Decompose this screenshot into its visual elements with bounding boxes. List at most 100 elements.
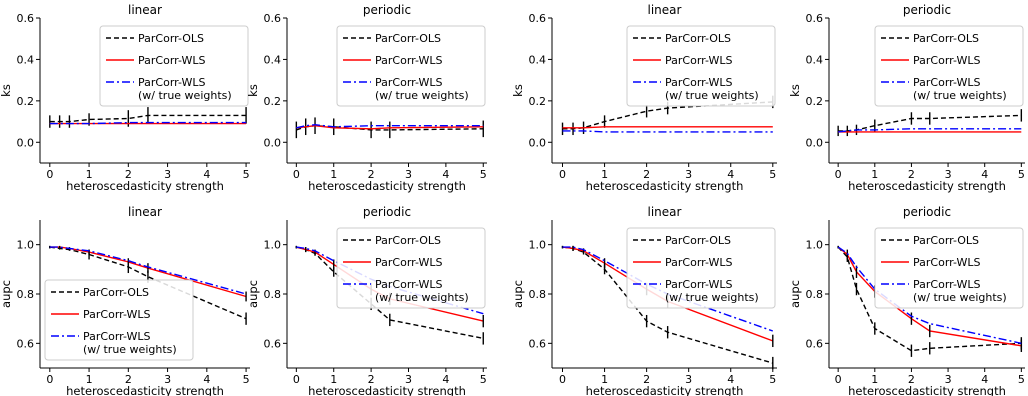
y-tick-label: 0.4	[806, 53, 824, 66]
x-tick-label: 4	[442, 373, 449, 386]
legend-entry-label: ParCorr-WLS	[913, 54, 980, 67]
y-tick-label: 1.0	[529, 239, 547, 252]
legend-entry-label-cont: (w/ true weights)	[665, 89, 759, 102]
x-tick-label: 4	[203, 373, 210, 386]
legend-entry-label: ParCorr-OLS	[138, 32, 204, 45]
chart-panel-7: 0 1 2 3 4 5 0.6 0.8 1.0 linear heteroscedasticity …	[511, 205, 777, 396]
x-tick-label: 4	[981, 168, 988, 181]
y-tick-label: 0.6	[806, 337, 824, 350]
legend-box	[99, 25, 249, 107]
x-tick-label: 2	[368, 168, 375, 181]
x-tick-label: 1	[871, 373, 878, 386]
legend-entry-label-cont: (w/ true weights)	[913, 89, 1007, 102]
legend-entry-label: ParCorr-OLS	[665, 32, 731, 45]
series-line-wls-true	[49, 121, 247, 125]
x-tick-label: 2	[368, 373, 375, 386]
chart-title: periodic	[903, 3, 951, 17]
legend-entry-label: ParCorr-OLS	[913, 32, 979, 45]
legend-entry-label-cont: (w/ true weights)	[375, 291, 469, 304]
legend-entry-label-cont: (w/ true weights)	[138, 89, 232, 102]
y-tick-label: 0.2	[17, 95, 35, 108]
legend-entry-label: ParCorr-OLS	[375, 234, 441, 247]
legend-box	[626, 227, 776, 309]
chart-panel-2: 0 1 2 3 4 5 0.0 0.2 0.4 0.6 periodic heteroscedasti…	[246, 3, 487, 193]
x-tick-label: 0	[835, 373, 842, 386]
x-axis-label: heteroscedasticity strength	[66, 384, 224, 396]
x-axis-label: heteroscedasticity strength	[308, 179, 466, 193]
chart-title: linear	[648, 3, 682, 17]
y-tick-label: 0.2	[264, 95, 282, 108]
y-axis-label: aupc	[511, 280, 525, 308]
legend-box	[336, 25, 486, 107]
legend-entry-label: ParCorr-WLS	[913, 76, 980, 89]
x-tick-label: 2	[643, 168, 650, 181]
x-tick-label: 5	[480, 168, 487, 181]
chart-title: linear	[128, 205, 162, 219]
x-tick-label: 2	[908, 168, 915, 181]
x-tick-label: 3	[945, 373, 952, 386]
series-line-wls-true	[837, 246, 1022, 344]
series-line-wls-true	[296, 123, 484, 129]
x-tick-label: 1	[330, 373, 337, 386]
series-line-wls-true	[562, 130, 773, 133]
y-axis-label: ks	[0, 84, 13, 97]
legend-entry-label: ParCorr-WLS	[913, 256, 980, 269]
legend-box	[336, 227, 486, 309]
x-tick-label: 3	[405, 373, 412, 386]
x-tick-label: 5	[243, 373, 250, 386]
y-tick-label: 0.8	[806, 288, 824, 301]
legend-entry-label: ParCorr-WLS	[83, 308, 150, 321]
legend-entry-label: ParCorr-WLS	[665, 54, 732, 67]
x-axis-label: heteroscedasticity strength	[586, 384, 744, 396]
legend-entry-label-cont: (w/ true weights)	[665, 291, 759, 304]
x-tick-label: 0	[46, 373, 53, 386]
y-tick-label: 0.0	[264, 136, 282, 149]
x-tick-label: 2	[908, 373, 915, 386]
y-axis-label: aupc	[0, 280, 13, 308]
chart-title: linear	[128, 3, 162, 17]
legend-entry-label: ParCorr-WLS	[375, 76, 442, 89]
x-axis-label: heteroscedasticity strength	[848, 384, 1006, 396]
y-axis-label: aupc	[788, 280, 802, 308]
x-tick-label: 4	[203, 168, 210, 181]
y-tick-label: 0.6	[529, 337, 547, 350]
x-tick-label: 3	[405, 168, 412, 181]
x-tick-label: 3	[685, 373, 692, 386]
y-tick-label: 0.6	[806, 12, 824, 25]
legend-box	[874, 25, 1024, 107]
legend-box	[626, 25, 776, 107]
x-tick-label: 0	[46, 168, 53, 181]
chart-panel-4: 0 1 2 3 4 5 0.0 0.2 0.4 0.6 periodic heteroscedasti…	[788, 3, 1025, 193]
x-tick-label: 5	[769, 168, 776, 181]
x-tick-label: 5	[769, 373, 776, 386]
series-line-wls-true	[49, 246, 247, 295]
y-tick-label: 1.0	[17, 239, 35, 252]
legend-entry-label: ParCorr-WLS	[665, 256, 732, 269]
y-tick-label: 0.8	[17, 288, 35, 301]
chart-title: periodic	[903, 205, 951, 219]
y-tick-label: 0.6	[17, 337, 35, 350]
x-tick-label: 2	[643, 373, 650, 386]
legend-entry-label: ParCorr-OLS	[665, 234, 731, 247]
y-tick-label: 0.2	[806, 95, 824, 108]
x-tick-label: 4	[442, 168, 449, 181]
series-line-wls-true	[838, 128, 1022, 133]
y-tick-label: 0.2	[529, 95, 547, 108]
y-tick-label: 0.4	[17, 53, 35, 66]
legend-entry-label: ParCorr-WLS	[913, 278, 980, 291]
y-axis-label: ks	[511, 84, 525, 97]
y-tick-label: 0.6	[529, 12, 547, 25]
x-tick-label: 3	[685, 168, 692, 181]
x-tick-label: 3	[164, 373, 171, 386]
x-tick-label: 1	[601, 373, 608, 386]
legend-entry-label: ParCorr-WLS	[138, 54, 205, 67]
x-axis-label: heteroscedasticity strength	[308, 384, 466, 396]
y-tick-label: 0.8	[529, 288, 547, 301]
chart-title: linear	[648, 205, 682, 219]
